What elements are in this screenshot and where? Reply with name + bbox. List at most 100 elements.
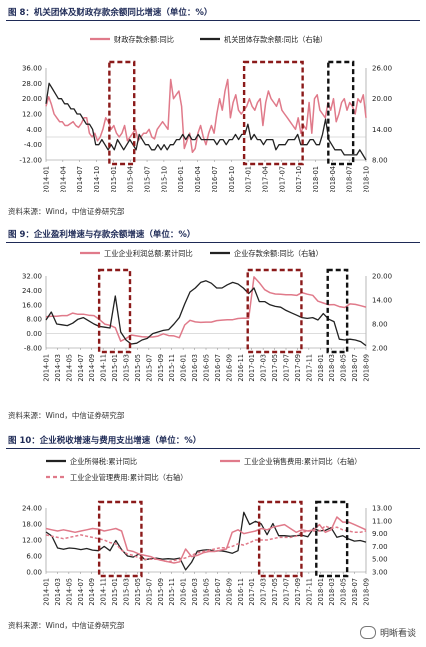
chart-1-caption-rule [6, 20, 420, 21]
x-tick-label: 2015-10 [160, 166, 168, 192]
right-axis-tick-label: 5.00 [372, 556, 388, 564]
x-tick-label: 2016-09 [225, 354, 233, 382]
highlight-box [108, 60, 136, 166]
x-tick-label: 2017-01 [248, 354, 256, 382]
x-tick-label: 2014-04 [59, 166, 67, 192]
x-tick-label: 2017-09 [294, 354, 302, 382]
watermark-text: 明晰看谈 [379, 629, 416, 639]
x-tick-label: 2015-05 [134, 354, 142, 382]
highlight-box [97, 268, 132, 354]
x-tick-label: 2014-10 [93, 166, 101, 192]
x-tick-label: 2017-09 [294, 578, 302, 606]
highlight-box [242, 60, 304, 166]
left-axis-tick-label: 12.00 [22, 537, 42, 545]
x-tick-label: 2015-01 [110, 166, 118, 192]
x-tick-label: 2017-03 [260, 354, 268, 382]
x-tick-label: 2018-01 [317, 578, 325, 606]
x-tick-label: 2015-03 [123, 354, 131, 382]
x-tick-label: 2018-03 [328, 354, 336, 382]
x-tick-label: 2018-09 [363, 578, 371, 606]
x-tick-label: 2017-01 [248, 578, 256, 606]
legend-label: 工业企业管理费用:累计同比（右轴） [70, 473, 187, 482]
series-line [45, 525, 367, 563]
x-tick-label: 2018-01 [312, 166, 320, 192]
x-tick-label: 2015-07 [144, 166, 152, 192]
x-tick-label: 2017-03 [260, 578, 268, 606]
left-axis-tick-label: 12.00 [22, 111, 42, 119]
x-tick-label: 2018-10 [363, 166, 371, 192]
chart-2-source: 资料来源：Wind，中信证券研究部 [8, 411, 125, 420]
right-axis-tick-label: 14.00 [372, 126, 392, 134]
highlight-box [315, 500, 349, 578]
x-tick-label: 2014-11 [100, 578, 108, 606]
x-tick-label: 2015-04 [127, 166, 135, 192]
chart-3-caption: 图 10：企业税收增速与费用支出增速（单位：%） [8, 436, 202, 446]
x-tick-label: 2015-01 [111, 578, 119, 606]
x-tick-label: 2016-07 [214, 354, 222, 382]
right-axis-tick-label: 8.00 [372, 157, 388, 165]
left-axis-tick-label: -4.00 [24, 141, 42, 149]
left-axis-tick-label: 18.00 [22, 521, 42, 529]
right-axis-tick-label: 8.00 [372, 321, 388, 329]
highlight-box [327, 60, 355, 166]
right-axis-tick-label: 11.00 [372, 517, 392, 525]
series-line [45, 82, 367, 161]
x-tick-label: 2017-01 [245, 166, 253, 192]
left-axis-tick-label: 32.00 [22, 273, 42, 281]
x-tick-label: 2014-07 [77, 354, 85, 382]
x-tick-label: 2018-07 [351, 578, 359, 606]
left-axis-tick-label: 16.00 [22, 301, 42, 309]
x-tick-label: 2016-11 [237, 578, 245, 606]
x-tick-label: 2017-05 [271, 354, 279, 382]
x-tick-label: 2016-04 [194, 166, 202, 192]
x-tick-label: 2018-04 [329, 166, 337, 192]
x-tick-label: 2016-05 [203, 578, 211, 606]
x-tick-label: 2016-01 [180, 578, 188, 606]
left-axis-tick-label: -12.00 [19, 157, 42, 165]
chart-3-svg: 企业所得税:累计同比 工业企业销售费用:累计同比（右轴） 工业企业管理费用:累计同比… [22, 457, 392, 606]
x-tick-label: 2016-10 [228, 166, 236, 192]
right-axis-tick-label: 2.00 [372, 345, 388, 353]
left-axis-tick-label: -8.00 [24, 345, 42, 353]
x-tick-label: 2017-05 [271, 578, 279, 606]
x-tick-label: 2015-07 [145, 354, 153, 382]
left-axis-tick-label: 0.00 [26, 569, 42, 577]
legend-label: 工业企业利润总额:累计同比 [104, 249, 193, 258]
x-tick-label: 2016-01 [177, 166, 185, 192]
x-tick-label: 2016-05 [203, 354, 211, 382]
right-axis-tick-label: 13.00 [372, 505, 392, 513]
x-tick-label: 2018-07 [351, 354, 359, 382]
right-axis-tick-label: 20.00 [372, 95, 392, 103]
x-tick-label: 2018-05 [340, 578, 348, 606]
x-tick-label: 2016-01 [180, 354, 188, 382]
x-tick-label: 2016-11 [237, 354, 245, 382]
x-tick-label: 2015-05 [134, 578, 142, 606]
left-axis-tick-label: 24.00 [22, 287, 42, 295]
legend-label: 企业存款余额:同比（右轴） [234, 249, 323, 258]
series-line [45, 511, 367, 571]
x-tick-label: 2015-09 [157, 354, 165, 382]
x-tick-label: 2014-03 [54, 354, 62, 382]
chart-2-caption: 图 9：企业盈利增速与存款余额增速（单位：%） [8, 230, 196, 240]
legend-label: 财政存款余额:同比 [114, 35, 174, 44]
left-axis-tick-label: 36.00 [22, 65, 42, 73]
x-tick-label: 2017-07 [283, 354, 291, 382]
x-tick-label: 2014-01 [43, 578, 51, 606]
chart-2-caption-rule [6, 242, 420, 243]
x-tick-label: 2018-01 [317, 354, 325, 382]
x-tick-label: 2015-09 [157, 578, 165, 606]
x-tick-label: 2016-03 [191, 354, 199, 382]
left-axis-tick-label: 8.00 [26, 316, 42, 324]
x-tick-label: 2014-01 [43, 354, 51, 382]
highlight-box [97, 500, 143, 578]
left-axis-tick-label: 24.00 [22, 505, 42, 513]
x-tick-label: 2017-10 [295, 166, 303, 192]
legend-label: 工业企业销售费用:累计同比（右轴） [244, 457, 361, 466]
left-axis-tick-label: 0.00 [26, 330, 42, 338]
series-line [45, 276, 367, 342]
x-tick-label: 2018-03 [328, 578, 336, 606]
legend-label: 企业所得税:累计同比 [70, 457, 137, 466]
x-tick-label: 2018-09 [363, 354, 371, 382]
chart-1-source: 资料来源：Wind，中信证券研究部 [8, 207, 125, 216]
